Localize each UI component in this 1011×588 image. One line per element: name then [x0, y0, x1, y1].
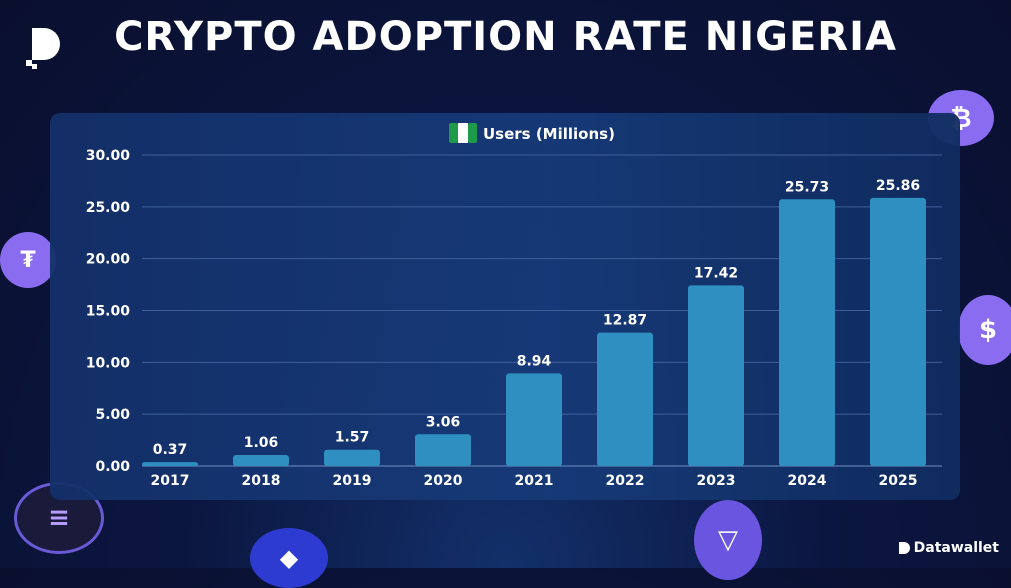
brand-mark: Datawallet	[898, 540, 999, 556]
y-tick-label: 0.00	[95, 459, 130, 475]
x-tick-label: 2017	[151, 473, 190, 489]
data-label: 25.73	[785, 179, 829, 195]
bar-2017	[142, 462, 198, 466]
bar-2019	[324, 449, 380, 466]
data-label: 1.57	[335, 430, 370, 446]
x-tick-label: 2020	[424, 473, 463, 489]
bar-2025	[870, 197, 926, 466]
x-tick-label: 2018	[242, 473, 281, 489]
bar-chart: Users (Millions) 0.00 5.00 10.00 15.00 20.00…	[86, 123, 942, 489]
tether-coin-icon: ₮	[0, 232, 56, 288]
y-tick-label: 5.00	[95, 407, 130, 423]
bar-2021	[506, 373, 562, 466]
page-title: CRYPTO ADOPTION RATE NIGERIA	[114, 14, 897, 60]
nigeria-flag-icon	[449, 123, 458, 143]
bar-2022	[597, 332, 653, 466]
data-label: 17.42	[694, 265, 738, 281]
datawallet-logo	[26, 28, 60, 69]
usdc-coin-icon: $	[958, 295, 1011, 365]
bar-2024	[779, 199, 835, 466]
nigeria-flag-white	[458, 123, 468, 143]
x-tick-label: 2021	[515, 473, 554, 489]
y-tick-label: 30.00	[86, 148, 131, 164]
y-tick-label: 25.00	[86, 200, 131, 216]
y-tick-label: 15.00	[86, 304, 131, 320]
bar-2023	[688, 285, 744, 466]
legend: Users (Millions)	[449, 123, 615, 143]
nigeria-flag-green-right	[468, 123, 477, 143]
data-label: 8.94	[517, 353, 552, 369]
data-label: 1.06	[244, 435, 279, 451]
brand-name: Datawallet	[913, 540, 999, 556]
x-tick-label: 2025	[879, 473, 918, 489]
bar-2020	[415, 434, 471, 466]
tron-coin-icon: ▽	[694, 500, 762, 580]
data-label: 3.06	[426, 414, 461, 430]
x-tick-label: 2022	[606, 473, 645, 489]
data-label: 0.37	[153, 442, 188, 458]
y-tick-label: 10.00	[86, 355, 131, 371]
x-tick-label: 2024	[788, 473, 827, 489]
datawallet-logo-icon	[898, 542, 910, 554]
data-label: 25.86	[876, 178, 920, 194]
y-tick-label: 20.00	[86, 252, 131, 268]
data-label: 12.87	[603, 313, 647, 329]
legend-label: Users (Millions)	[483, 125, 615, 143]
x-tick-label: 2019	[333, 473, 372, 489]
bar-2018	[233, 455, 289, 466]
x-tick-label: 2023	[697, 473, 736, 489]
